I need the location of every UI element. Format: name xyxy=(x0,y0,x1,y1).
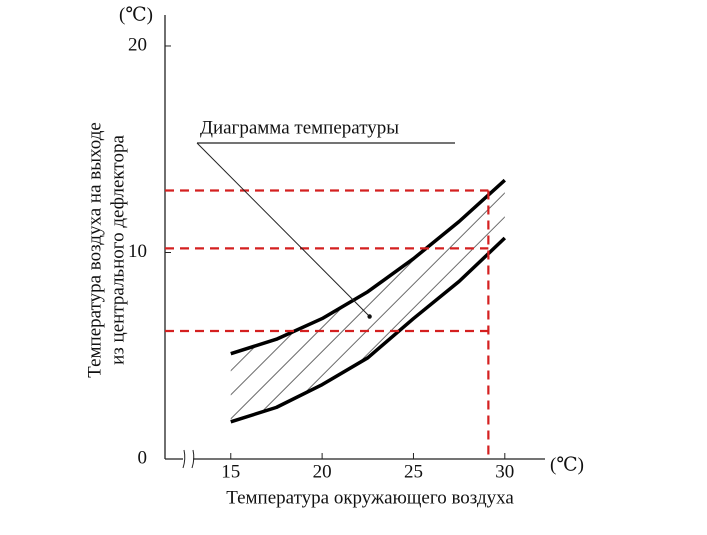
y-axis-title: Температура воздуха на выходе из централ… xyxy=(84,122,128,378)
y-tick-label: 10 xyxy=(128,241,147,262)
x-axis-title: Температура окружающего воздуха xyxy=(226,487,514,508)
annotation-leader xyxy=(196,142,370,317)
annotation: Диаграмма температуры xyxy=(200,117,399,138)
axis-break-mark xyxy=(182,449,195,469)
x-unit: (℃) xyxy=(550,454,584,475)
y-tick-label: 0 xyxy=(138,447,148,468)
x-tick-label: 30 xyxy=(495,461,514,482)
axis-break xyxy=(183,450,193,468)
annotation-point xyxy=(367,314,372,319)
x-tick-label: 25 xyxy=(404,461,423,482)
y-axis-title-line: из центрального дефлектора xyxy=(107,135,128,365)
range-curve xyxy=(230,178,506,356)
x-tick-label: 15 xyxy=(221,461,240,482)
x-tick-label: 20 xyxy=(313,461,332,482)
y-tick-label: 20 xyxy=(128,34,147,55)
y-unit: (℃) xyxy=(119,4,153,25)
range-curve xyxy=(230,236,507,424)
y-axis-title-line: Температура воздуха на выходе xyxy=(84,122,105,378)
